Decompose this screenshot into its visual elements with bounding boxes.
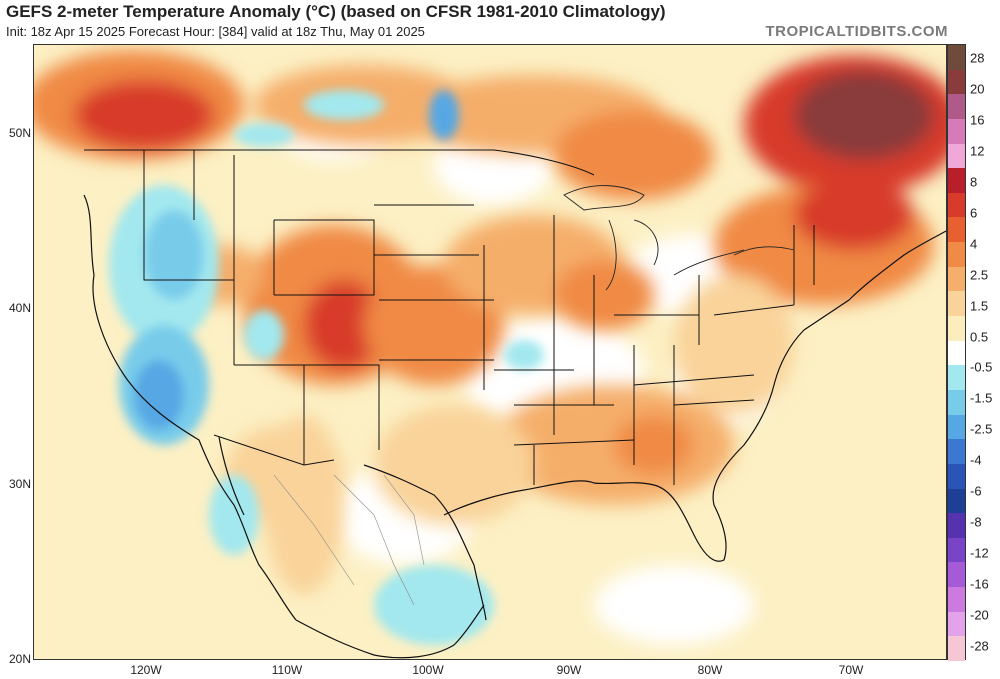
colorbar-segment xyxy=(948,414,965,440)
map-title: GEFS 2-meter Temperature Anomaly (°C) (b… xyxy=(6,2,666,21)
colorbar-segment xyxy=(948,636,965,662)
colorbar-tick-label: -20 xyxy=(970,607,989,623)
longitude-label: 100W xyxy=(412,663,444,677)
cool-anomaly-areas xyxy=(109,90,544,645)
coastlines xyxy=(83,194,946,659)
colorbar-segment xyxy=(948,389,965,416)
anomaly-colorbar xyxy=(947,44,966,662)
colorbar-segment xyxy=(948,562,965,588)
longitude-label: 80W xyxy=(697,663,723,677)
colorbar-tick-label: 8 xyxy=(970,174,978,190)
latitude-label: 20N xyxy=(8,652,31,666)
colorbar-tick-label: -16 xyxy=(970,576,989,592)
forecast-info: Init: 18z Apr 15 2025 Forecast Hour: [38… xyxy=(6,24,425,39)
colorbar-segment xyxy=(948,168,965,194)
colorbar-segment xyxy=(948,118,965,145)
colorbar-segment xyxy=(948,316,965,342)
great-lakes xyxy=(563,185,795,291)
longitude-label: 70W xyxy=(838,663,864,677)
colorbar-tick-label: -12 xyxy=(970,545,989,561)
colorbar-tick-label: -2.5 xyxy=(970,421,993,437)
colorbar-segment xyxy=(948,217,965,243)
colorbar-segment xyxy=(948,242,965,268)
colorbar-segment xyxy=(948,340,965,366)
colorbar-tick-label: 6 xyxy=(970,205,978,221)
colorbar-tick-label: 4 xyxy=(970,236,978,252)
colorbar-segment xyxy=(948,143,965,169)
latitude-label: 50N xyxy=(8,126,31,140)
colorbar-segment xyxy=(948,69,965,95)
colorbar-tick-label: 2.5 xyxy=(970,267,989,283)
colorbar-tick-label: 0.5 xyxy=(970,329,989,345)
latitude-label: 40N xyxy=(8,301,31,315)
colorbar-segment xyxy=(948,611,965,637)
colorbar-segment xyxy=(948,291,965,317)
colorbar-segment xyxy=(948,513,965,539)
colorbar-tick-label: -4 xyxy=(970,452,982,468)
colorbar-segment xyxy=(948,45,965,71)
colorbar-segment xyxy=(948,463,965,489)
colorbar-tick-label: -6 xyxy=(970,483,982,499)
colorbar-segment xyxy=(948,94,965,120)
colorbar-segment xyxy=(948,488,965,514)
colorbar-tick-label: 12 xyxy=(970,143,985,159)
colorbar-segment xyxy=(948,365,965,391)
colorbar-tick-label: 1.5 xyxy=(970,298,989,314)
colorbar-tick-label: -28 xyxy=(970,638,989,654)
colorbar-tick-label: -0.5 xyxy=(970,359,993,375)
longitude-label: 110W xyxy=(271,663,303,677)
colorbar-segment xyxy=(948,192,965,218)
longitude-label: 120W xyxy=(130,663,162,677)
colorbar-segment xyxy=(948,587,965,613)
longitude-label: 90W xyxy=(556,663,582,677)
temperature-anomaly-map xyxy=(33,44,947,660)
colorbar-tick-label: -8 xyxy=(970,514,982,530)
latitude-label: 30N xyxy=(8,477,31,491)
colorbar-tick-label: 28 xyxy=(970,50,985,66)
colorbar-segment xyxy=(948,266,965,292)
state-borders xyxy=(84,149,815,485)
brand-watermark: TROPICALTIDBITS.COM xyxy=(765,23,948,40)
map-canvas xyxy=(34,45,946,659)
colorbar-segment xyxy=(948,439,965,465)
colorbar-tick-label: -1.5 xyxy=(970,390,993,406)
colorbar-tick-label: 20 xyxy=(970,81,985,97)
colorbar-segment xyxy=(948,537,965,563)
mexico-state-borders xyxy=(273,474,425,606)
colorbar-tick-label: 16 xyxy=(970,112,985,128)
